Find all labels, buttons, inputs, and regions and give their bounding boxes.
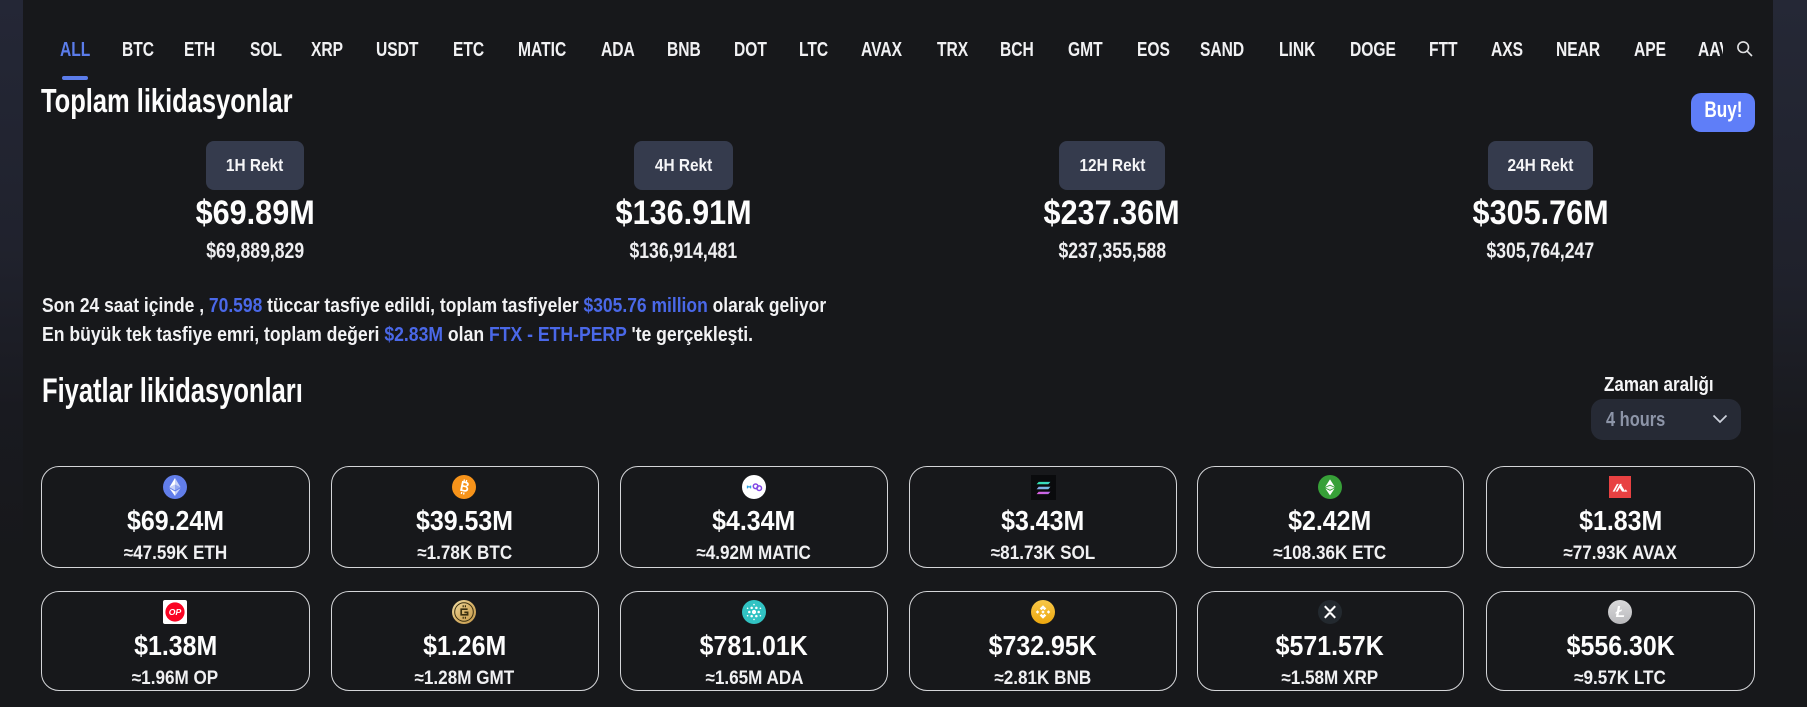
svg-text:OP: OP (169, 607, 182, 617)
svg-text:Ł: Ł (1614, 604, 1624, 621)
